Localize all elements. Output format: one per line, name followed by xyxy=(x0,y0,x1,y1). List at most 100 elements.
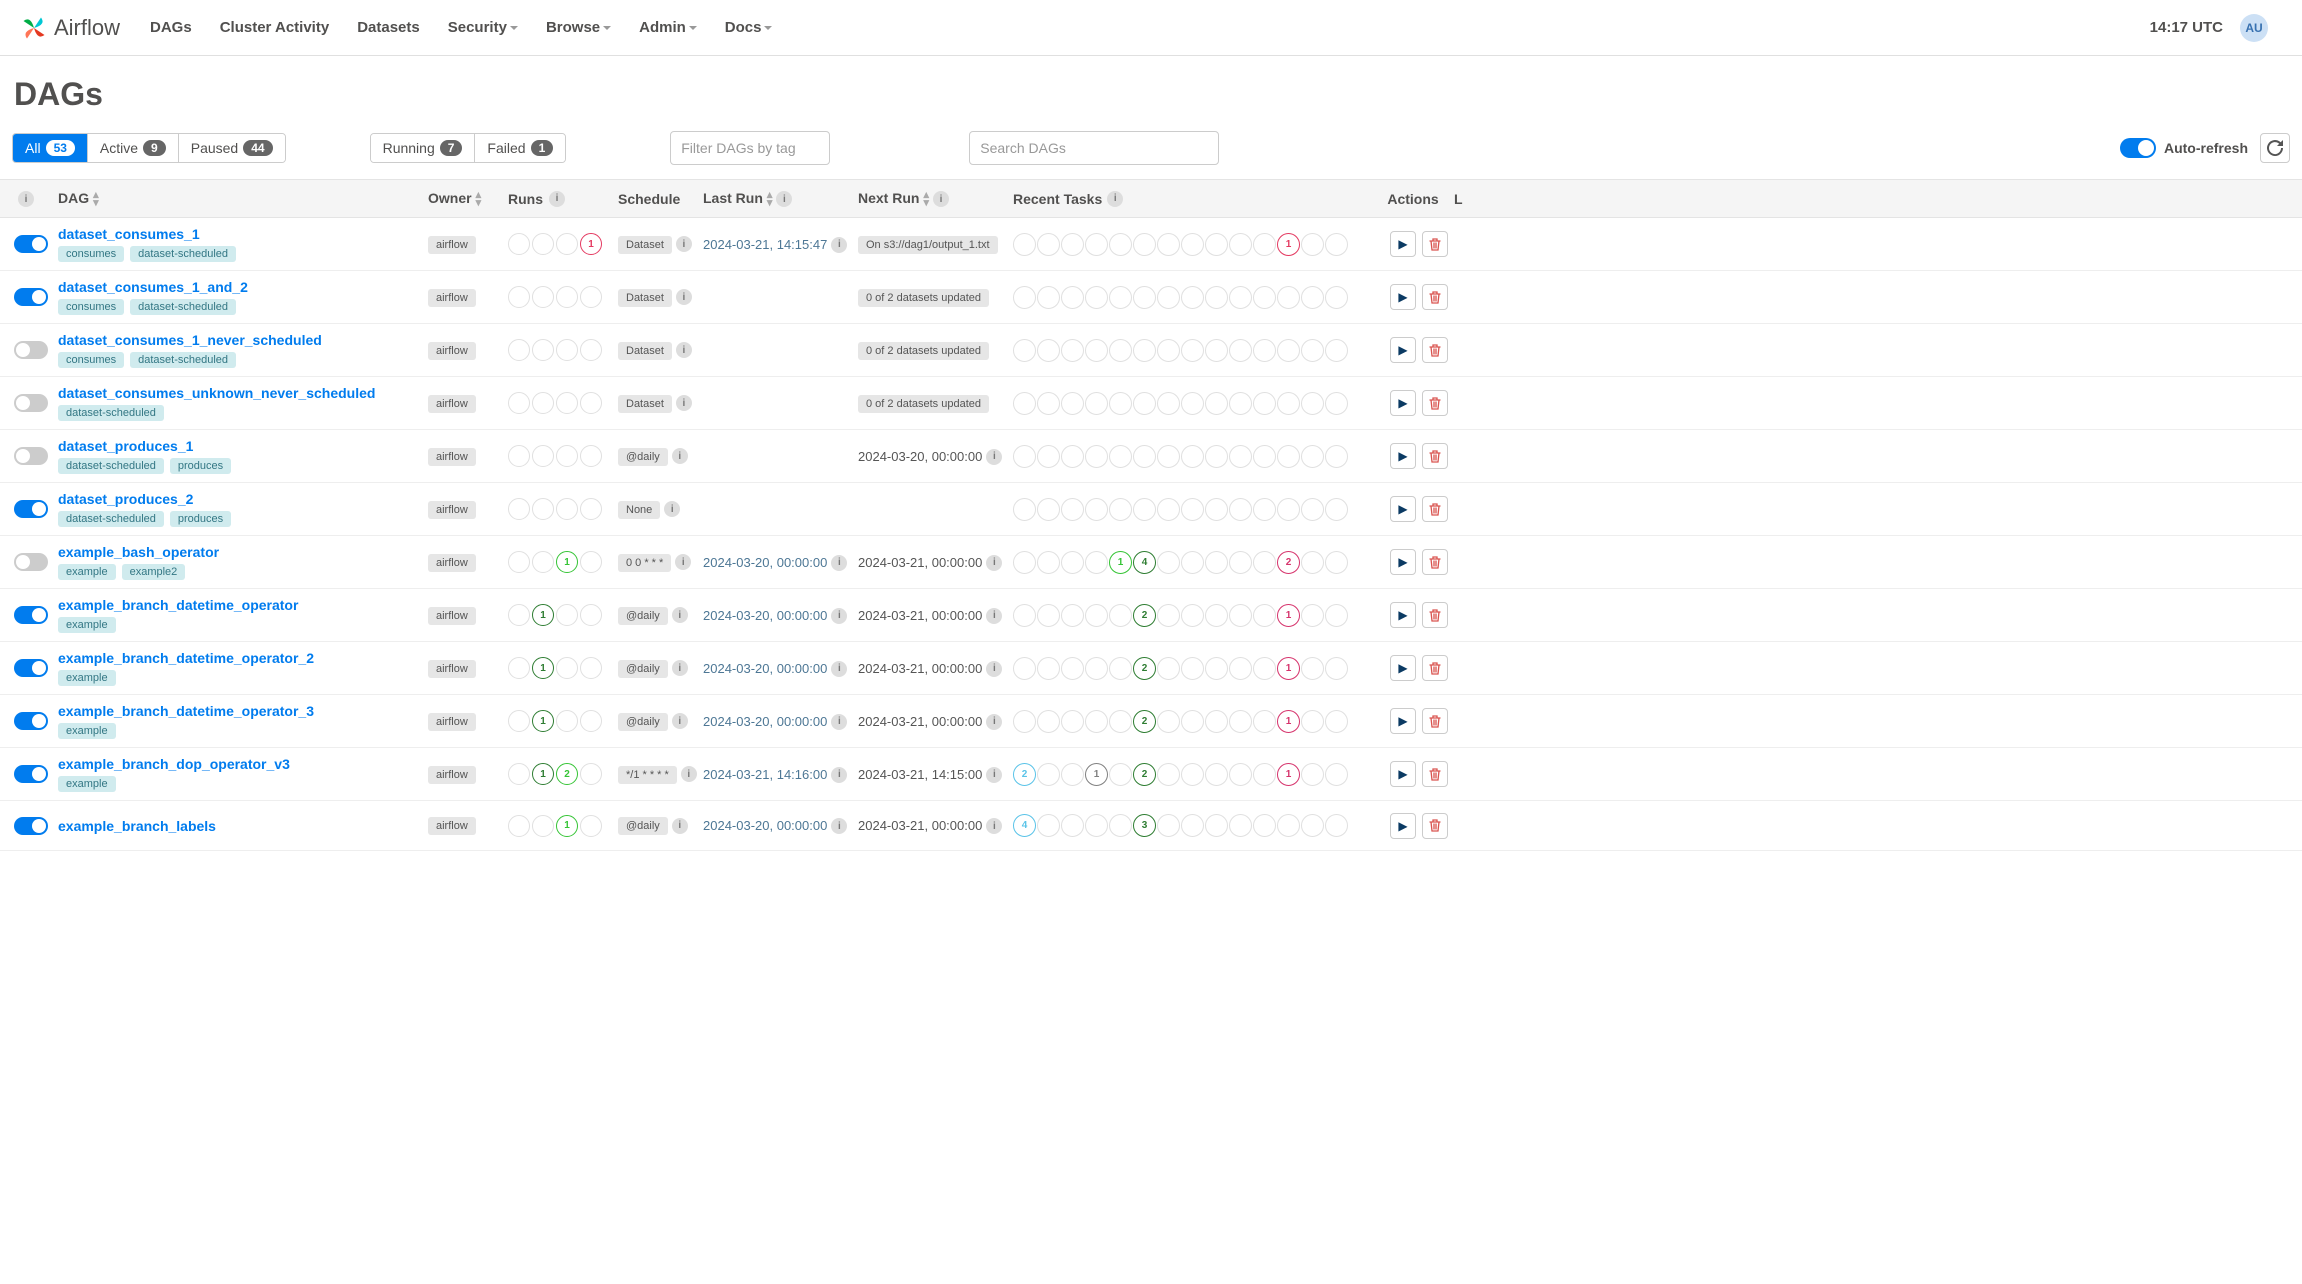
info-icon[interactable]: i xyxy=(681,766,697,782)
run-status-circle[interactable] xyxy=(508,498,530,520)
task-status-circle[interactable] xyxy=(1253,286,1276,309)
task-status-circle[interactable]: 1 xyxy=(1277,763,1300,786)
task-status-circle[interactable] xyxy=(1061,445,1084,468)
run-status-circle[interactable] xyxy=(556,498,578,520)
owner-badge[interactable]: airflow xyxy=(428,817,476,835)
task-status-circle[interactable] xyxy=(1205,339,1228,362)
task-status-circle[interactable] xyxy=(1157,392,1180,415)
run-status-circle[interactable] xyxy=(580,710,602,732)
dag-pause-toggle[interactable] xyxy=(14,817,48,835)
trigger-dag-button[interactable]: ▶ xyxy=(1390,496,1416,522)
task-status-circle[interactable] xyxy=(1325,498,1348,521)
dag-pause-toggle[interactable] xyxy=(14,500,48,518)
task-status-circle[interactable] xyxy=(1037,392,1060,415)
run-status-circle[interactable] xyxy=(580,339,602,361)
run-status-circle[interactable] xyxy=(556,233,578,255)
task-status-circle[interactable]: 2 xyxy=(1133,763,1156,786)
task-status-circle[interactable] xyxy=(1109,498,1132,521)
last-run-time[interactable]: 2024-03-20, 00:00:00 xyxy=(703,661,827,676)
dag-tag[interactable]: example xyxy=(58,670,116,686)
task-status-circle[interactable] xyxy=(1013,339,1036,362)
task-status-circle[interactable] xyxy=(1109,445,1132,468)
task-status-circle[interactable] xyxy=(1277,445,1300,468)
owner-badge[interactable]: airflow xyxy=(428,342,476,360)
run-status-circle[interactable]: 1 xyxy=(532,763,554,785)
filter-failed[interactable]: Failed 1 xyxy=(475,134,565,162)
task-status-circle[interactable] xyxy=(1061,710,1084,733)
task-status-circle[interactable] xyxy=(1277,339,1300,362)
next-run-badge[interactable]: 0 of 2 datasets updated xyxy=(858,395,989,413)
schedule-badge[interactable]: @daily xyxy=(618,607,668,625)
task-status-circle[interactable] xyxy=(1037,710,1060,733)
task-status-circle[interactable] xyxy=(1037,657,1060,680)
delete-dag-button[interactable] xyxy=(1422,602,1448,628)
owner-badge[interactable]: airflow xyxy=(428,607,476,625)
task-status-circle[interactable]: 1 xyxy=(1277,710,1300,733)
info-icon[interactable]: i xyxy=(672,713,688,729)
task-status-circle[interactable] xyxy=(1037,498,1060,521)
last-run-time[interactable]: 2024-03-20, 00:00:00 xyxy=(703,555,827,570)
dag-tag[interactable]: dataset-scheduled xyxy=(130,352,236,368)
run-status-circle[interactable]: 1 xyxy=(556,815,578,837)
refresh-button[interactable] xyxy=(2260,133,2290,163)
task-status-circle[interactable] xyxy=(1325,657,1348,680)
delete-dag-button[interactable] xyxy=(1422,813,1448,839)
task-status-circle[interactable] xyxy=(1205,551,1228,574)
task-status-circle[interactable] xyxy=(1037,339,1060,362)
schedule-badge[interactable]: @daily xyxy=(618,660,668,678)
nav-cluster-activity[interactable]: Cluster Activity xyxy=(220,19,329,36)
task-status-circle[interactable] xyxy=(1181,551,1204,574)
info-icon[interactable]: i xyxy=(986,449,1002,465)
task-status-circle[interactable] xyxy=(1061,604,1084,627)
delete-dag-button[interactable] xyxy=(1422,708,1448,734)
dag-pause-toggle[interactable] xyxy=(14,765,48,783)
task-status-circle[interactable] xyxy=(1013,233,1036,256)
last-run-time[interactable]: 2024-03-20, 00:00:00 xyxy=(703,818,827,833)
task-status-circle[interactable] xyxy=(1133,392,1156,415)
trigger-dag-button[interactable]: ▶ xyxy=(1390,231,1416,257)
col-owner[interactable]: Owner xyxy=(428,190,472,206)
task-status-circle[interactable] xyxy=(1085,392,1108,415)
info-icon[interactable]: i xyxy=(549,191,565,207)
task-status-circle[interactable] xyxy=(1133,233,1156,256)
owner-badge[interactable]: airflow xyxy=(428,660,476,678)
delete-dag-button[interactable] xyxy=(1422,390,1448,416)
task-status-circle[interactable] xyxy=(1037,233,1060,256)
trigger-dag-button[interactable]: ▶ xyxy=(1390,337,1416,363)
dag-pause-toggle[interactable] xyxy=(14,553,48,571)
dag-id-link[interactable]: dataset_consumes_unknown_never_scheduled xyxy=(58,385,428,401)
task-status-circle[interactable] xyxy=(1205,445,1228,468)
dag-pause-toggle[interactable] xyxy=(14,659,48,677)
task-status-circle[interactable] xyxy=(1037,604,1060,627)
run-status-circle[interactable] xyxy=(532,498,554,520)
dag-tag[interactable]: dataset-scheduled xyxy=(130,299,236,315)
task-status-circle[interactable] xyxy=(1229,604,1252,627)
logo[interactable]: Airflow xyxy=(20,14,120,42)
task-status-circle[interactable] xyxy=(1301,710,1324,733)
task-status-circle[interactable]: 2 xyxy=(1133,710,1156,733)
task-status-circle[interactable] xyxy=(1277,392,1300,415)
task-status-circle[interactable] xyxy=(1085,445,1108,468)
task-status-circle[interactable] xyxy=(1085,498,1108,521)
task-status-circle[interactable] xyxy=(1253,498,1276,521)
run-status-circle[interactable] xyxy=(508,815,530,837)
task-status-circle[interactable] xyxy=(1325,551,1348,574)
task-status-circle[interactable] xyxy=(1325,814,1348,837)
task-status-circle[interactable] xyxy=(1301,392,1324,415)
task-status-circle[interactable] xyxy=(1109,339,1132,362)
dag-tag[interactable]: produces xyxy=(170,458,231,474)
task-status-circle[interactable] xyxy=(1181,604,1204,627)
info-icon[interactable]: i xyxy=(18,191,34,207)
info-icon[interactable]: i xyxy=(933,191,949,207)
task-status-circle[interactable] xyxy=(1301,657,1324,680)
info-icon[interactable]: i xyxy=(676,342,692,358)
run-status-circle[interactable] xyxy=(580,815,602,837)
run-status-circle[interactable]: 2 xyxy=(556,763,578,785)
task-status-circle[interactable] xyxy=(1157,710,1180,733)
last-run-time[interactable]: 2024-03-21, 14:15:47 xyxy=(703,237,827,252)
run-status-circle[interactable] xyxy=(508,233,530,255)
task-status-circle[interactable] xyxy=(1205,657,1228,680)
task-status-circle[interactable] xyxy=(1277,286,1300,309)
owner-badge[interactable]: airflow xyxy=(428,236,476,254)
run-status-circle[interactable]: 1 xyxy=(532,604,554,626)
